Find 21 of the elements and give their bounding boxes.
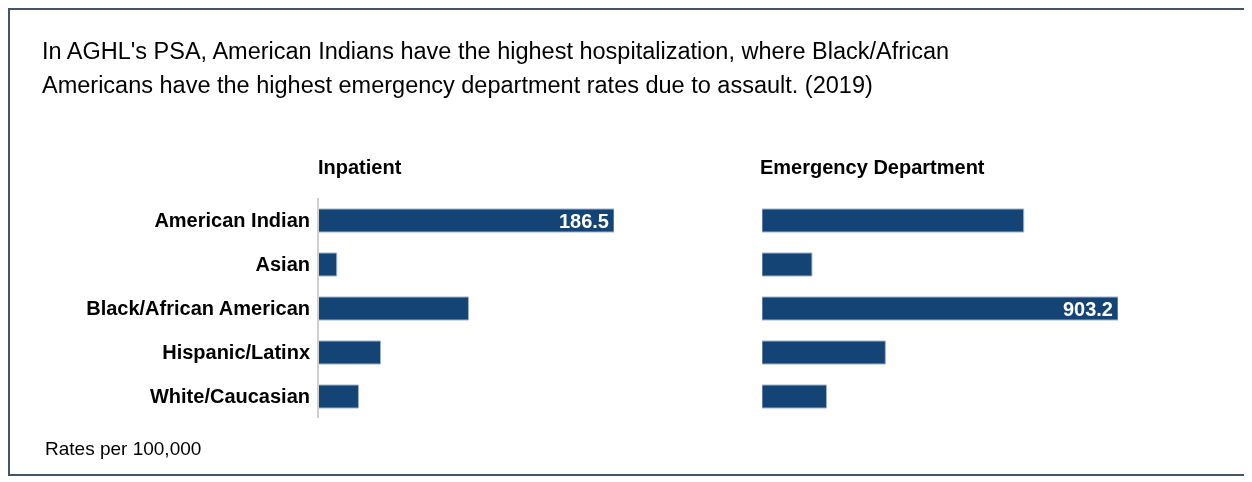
- bar: [762, 208, 1025, 233]
- y-tick-label: Asian: [255, 253, 310, 276]
- bar: [318, 296, 469, 321]
- bar: [762, 384, 828, 409]
- data-label: 903.2: [1062, 297, 1113, 320]
- bar: [762, 340, 886, 365]
- data-label: 186.5: [558, 209, 609, 232]
- chart-subtitle: Inpatient: [318, 156, 402, 179]
- chart-title: In AGHL's PSA, American Indians have the highest hospitalization, where Black/African Americans have the highest emergency department rates due to assault. (2019): [42, 37, 951, 100]
- bar: [318, 340, 382, 365]
- text: Rates per 100,000: [45, 438, 202, 460]
- y-tick-label: White/Caucasian: [149, 385, 310, 408]
- bar: [762, 296, 1118, 321]
- y-tick-label: Hispanic/Latinx: [162, 341, 310, 364]
- y-tick-label: American Indian: [154, 209, 310, 232]
- chart-title: Emergency Department: [760, 156, 985, 179]
- bar: [318, 252, 338, 277]
- bar: [318, 384, 359, 409]
- bar: [318, 208, 614, 233]
- y-tick-label: Black/African American: [86, 297, 310, 320]
- bar: [762, 252, 813, 277]
